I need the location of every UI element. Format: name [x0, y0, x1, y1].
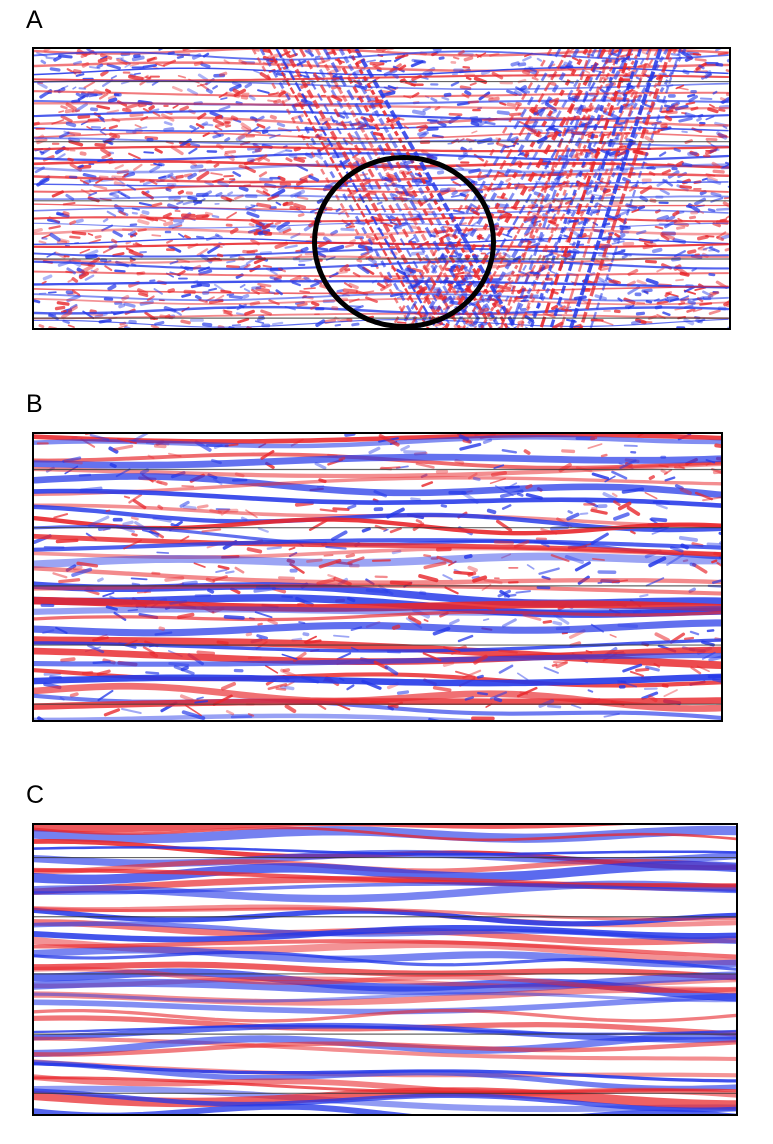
panel-a-seismic-image — [32, 47, 731, 330]
panel-c-seismic-image — [32, 823, 738, 1116]
panel-a-label: A — [26, 6, 43, 34]
panel-c-seismic-svg — [34, 825, 736, 1114]
panel-a-seismic-svg — [34, 49, 729, 328]
panel-c-label: C — [26, 781, 45, 809]
panel-b-seismic-image — [32, 432, 723, 722]
panel-b-label: B — [26, 390, 43, 418]
panel-b-seismic-svg — [34, 434, 721, 720]
